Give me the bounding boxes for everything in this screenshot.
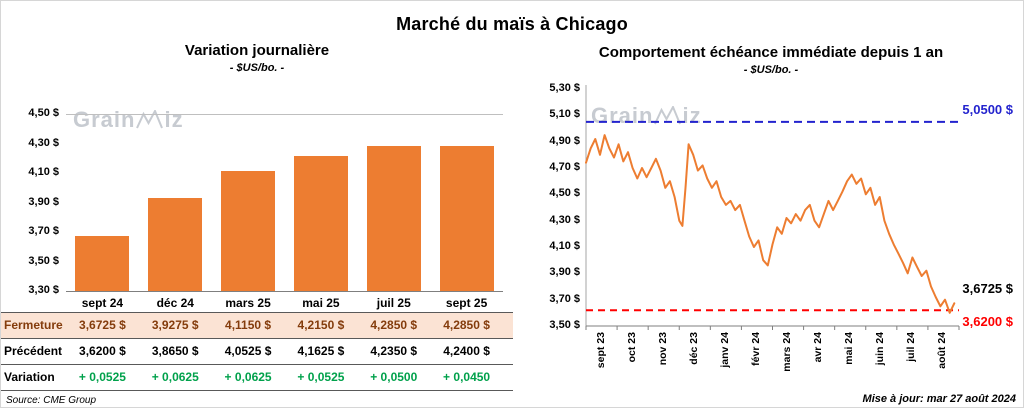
table-cell: + 0,0625 — [224, 370, 272, 384]
bar-category-label: déc 24 — [156, 296, 194, 310]
bar-4 — [366, 145, 421, 291]
table-row-separator — [1, 312, 513, 313]
bar-y-tick-label: 4,50 $ — [28, 107, 59, 119]
table-cell: 4,2400 $ — [443, 344, 490, 358]
line-y-tick-label: 3,90 $ — [549, 266, 580, 279]
line-x-tick-label: juil 24 — [905, 332, 918, 362]
line-x-tick-label: mars 24 — [781, 332, 794, 372]
line-y-tick-label: 3,70 $ — [549, 292, 580, 305]
watermark-prefix: Grain — [591, 103, 654, 128]
table-cell: 3,9275 $ — [151, 318, 199, 332]
page-title: Marché du maïs à Chicago — [396, 14, 628, 34]
table-cell: + 0,0625 — [151, 370, 199, 384]
bar-y-tick-label: 4,10 $ — [28, 166, 59, 178]
bar-y-tick-label: 3,50 $ — [28, 254, 59, 267]
bar-category-label: sept 25 — [445, 296, 488, 310]
bar-2 — [221, 170, 276, 291]
bar-chart-title: Variation journalière — [184, 42, 330, 59]
line-x-tick-label: oct 23 — [625, 332, 638, 363]
table-cell: + 0,0450 — [443, 370, 491, 384]
table-row-label: Fermeture — [4, 318, 63, 332]
table-row-highlight — [1, 312, 513, 338]
bar-1 — [148, 198, 203, 291]
line-x-tick-label: mai 24 — [843, 332, 856, 365]
line-y-tick-label: 4,50 $ — [549, 187, 580, 200]
line-x-tick-label: sept 23 — [594, 332, 607, 369]
table-cell: + 0,0500 — [370, 370, 418, 384]
line-y-tick-label: 5,30 $ — [549, 82, 580, 94]
table-cell: 4,2350 $ — [370, 344, 418, 358]
watermark-prefix: Grain — [73, 107, 136, 132]
table-cell: 4,2150 $ — [297, 318, 345, 332]
bar-chart-subtitle: - $US/bo. - — [229, 62, 285, 74]
last-price-label: 3,6725 $ — [962, 281, 1013, 297]
bar-3 — [293, 156, 348, 291]
price-series-line — [585, 134, 956, 314]
table-cell: 4,2850 $ — [370, 318, 418, 332]
line-y-tick-label: 5,10 $ — [549, 108, 580, 121]
table-cell: 4,0525 $ — [224, 344, 272, 358]
grainwiz-watermark-right: Grain iz — [591, 103, 702, 129]
table-cell: 4,1625 $ — [297, 344, 345, 358]
bar-x-axis — [66, 291, 503, 292]
line-y-tick-label: 3,50 $ — [549, 319, 580, 331]
line-y-tick-label: 4,10 $ — [549, 240, 580, 252]
bar-category-label: mai 25 — [302, 296, 340, 310]
line-x-tick-label: déc 23 — [687, 332, 700, 365]
bar-plot-top-border — [66, 114, 503, 115]
bar-y-tick-label: 3,70 $ — [28, 225, 59, 237]
line-chart-title: Comportement échéance immédiate depuis 1… — [598, 44, 944, 61]
bar-y-tick-label: 4,30 $ — [28, 136, 59, 149]
table-row-label: Précédent — [4, 344, 63, 358]
bar-category-label: sept 24 — [81, 296, 124, 310]
line-y-tick-label: 4,70 $ — [549, 161, 580, 173]
line-y-tick-label: 4,30 $ — [549, 213, 580, 226]
table-cell: + 0,0525 — [78, 370, 126, 384]
bar-y-tick-label: 3,30 $ — [28, 284, 59, 296]
grainwiz-watermark-left: Grain iz — [73, 107, 184, 133]
peaks-icon — [136, 110, 164, 129]
bar-category-label: mars 25 — [225, 296, 271, 310]
source-note: Source: CME Group — [6, 395, 97, 406]
bar-5 — [439, 145, 494, 291]
line-x-tick-label: août 24 — [936, 332, 949, 369]
support-level-label: 3,6200 $ — [962, 314, 1013, 330]
line-x-tick-label: juin 24 — [874, 332, 887, 366]
table-cell: 4,2850 $ — [443, 318, 490, 332]
line-x-tick-label: janv 24 — [718, 332, 731, 368]
watermark-suffix: iz — [682, 103, 702, 128]
table-bottom-border — [1, 390, 513, 391]
update-note: Mise à jour: mar 27 août 2024 — [862, 393, 1016, 405]
bar-0 — [75, 236, 130, 291]
line-x-tick-label: nov 23 — [656, 332, 669, 366]
peaks-icon — [654, 106, 682, 125]
line-x-tick-label: févr 24 — [749, 332, 762, 366]
line-chart-subtitle: - $US/bo. - — [743, 64, 799, 76]
table-row-separator — [1, 338, 513, 339]
bar-category-label: juil 25 — [376, 296, 411, 310]
table-cell: 3,6200 $ — [79, 344, 126, 358]
watermark-suffix: iz — [164, 107, 184, 132]
bar-y-tick-label: 3,90 $ — [28, 195, 59, 208]
table-cell: + 0,0525 — [297, 370, 345, 384]
table-cell: 3,6725 $ — [79, 318, 126, 332]
resistance-level-label: 5,0500 $ — [962, 101, 1013, 117]
line-y-tick-label: 4,90 $ — [549, 134, 580, 147]
table-cell: 4,1150 $ — [225, 318, 272, 332]
table-row-separator — [1, 364, 513, 365]
line-x-tick-label: avr 24 — [812, 332, 825, 363]
table-cell: 3,8650 $ — [151, 344, 199, 358]
table-row-label: Variation — [4, 370, 55, 384]
